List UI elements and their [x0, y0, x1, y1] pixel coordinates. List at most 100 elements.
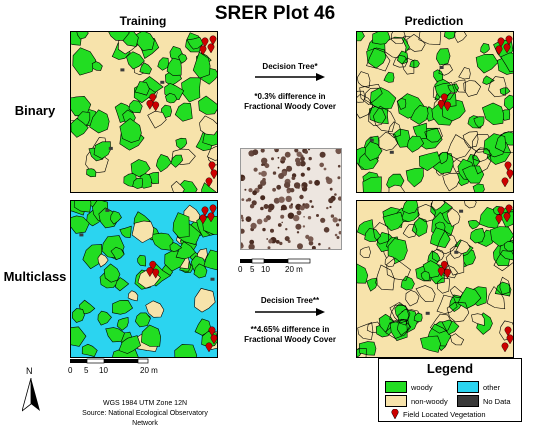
shrub-dot: [248, 188, 253, 193]
woody-patch: [442, 172, 460, 192]
woody-patch: [206, 146, 217, 161]
woody-patch: [134, 81, 150, 96]
map-title: SRER Plot 46: [214, 3, 336, 24]
patch-outline: [424, 127, 443, 143]
woody-patch: [366, 47, 387, 69]
shrub-dot: [300, 156, 305, 162]
field-vegetation-pin: [501, 342, 509, 353]
woody-patch: [480, 42, 490, 54]
shrub-dot: [303, 216, 305, 218]
field-vegetation-pin: [209, 35, 217, 46]
shrub-dot: [319, 162, 324, 168]
shrub-dot: [277, 166, 280, 169]
woody-patch: [127, 290, 139, 302]
woody-patch: [435, 48, 451, 66]
patch-outline: [417, 203, 436, 223]
shrub-dot: [256, 218, 263, 225]
patch-outline: [359, 83, 383, 105]
woody-patch: [433, 69, 444, 82]
photo-scale-tick: 5: [250, 265, 255, 274]
woody-patch: [500, 52, 513, 73]
woody-patch: [503, 241, 513, 252]
woody-patch: [86, 168, 97, 178]
shrub-dot: [270, 228, 274, 233]
shrub-dot: [286, 189, 291, 194]
woody-patch: [110, 246, 125, 261]
field-vegetation-pin: [440, 93, 448, 104]
woody-patch: [482, 75, 495, 85]
patch-outline: [375, 264, 395, 291]
field-vegetation-pin: [495, 45, 503, 56]
woody-patch: [481, 102, 505, 126]
woody-patch: [411, 217, 428, 237]
shrub-dot: [285, 228, 288, 231]
woody-patch: [174, 102, 193, 122]
woody-patch: [409, 59, 420, 69]
patch-outline: [359, 246, 371, 258]
woody-patch: [97, 253, 109, 268]
woody-patch: [71, 215, 90, 234]
shrub-dot: [267, 246, 271, 249]
map-scale-tick: 10: [99, 366, 108, 375]
shrub-dot: [307, 216, 312, 220]
patch-outline: [464, 201, 477, 209]
shrub-dot: [325, 176, 330, 181]
shrub-dot: [337, 196, 341, 201]
shrub-dot: [308, 180, 313, 185]
shrub-dot: [263, 217, 268, 223]
shrub-dot: [293, 182, 301, 189]
woody-patch: [128, 100, 143, 114]
woody-patch: [463, 80, 482, 97]
patch-outline: [392, 54, 408, 68]
field-vegetation-pin: [146, 267, 154, 278]
shrub-dot: [328, 247, 331, 249]
shrub-dot: [305, 234, 310, 239]
field-vegetation-pin: [201, 37, 209, 48]
photo-scale-tick: 20 m: [285, 265, 303, 274]
photo-scale-labels: 0 5 10 20 m: [238, 265, 338, 275]
field-vegetation-pin: [495, 214, 503, 225]
legend-label: woody: [411, 382, 433, 392]
shrub-dot: [296, 210, 302, 216]
woody-patch: [383, 71, 395, 83]
shrub-dot: [284, 182, 291, 189]
woody-patch: [76, 32, 89, 40]
legend-item-non-woody: non-woody: [385, 395, 448, 407]
shrub-dot: [241, 216, 244, 220]
patch-outline: [373, 222, 389, 245]
woody-patch: [458, 67, 471, 80]
patch-outline: [493, 250, 513, 272]
patch-outline: [366, 47, 391, 72]
shrub-dot: [311, 205, 314, 208]
shrub-dot: [264, 163, 270, 169]
woody-patch: [157, 57, 169, 71]
patch-outline: [462, 131, 479, 149]
woody-patch: [149, 232, 174, 251]
field-vegetation-pin: [503, 43, 511, 54]
shrub-dot: [262, 227, 266, 232]
shrub-dot: [272, 171, 277, 175]
shrub-dot: [275, 240, 280, 244]
legend-label: Field Located Vegetation: [403, 409, 486, 419]
binary-difference-note: *0.3% difference in Fractional Woody Cov…: [244, 92, 336, 111]
woody-patch: [119, 118, 142, 143]
field-vegetation-pin: [210, 334, 217, 345]
shrub-dot: [241, 228, 245, 234]
field-vegetation-pin: [207, 43, 215, 54]
woody-patch: [137, 254, 147, 267]
legend-label: No Data: [483, 396, 511, 406]
shrub-dot: [337, 176, 341, 180]
legend-item-other: other: [457, 381, 500, 393]
patch-outline: [454, 32, 467, 43]
shrub-dot: [253, 167, 258, 172]
woody-patch: [401, 201, 419, 214]
woody-patch: [178, 53, 188, 64]
patch-outline: [446, 301, 470, 323]
woody-patch: [170, 154, 184, 168]
woody-patch: [471, 313, 485, 327]
binary-method-label: Decision Tree*: [262, 62, 318, 71]
no-data-cell: [389, 150, 394, 154]
shrub-dot: [323, 227, 330, 233]
shrub-dot: [284, 151, 291, 158]
shrub-dot: [280, 158, 283, 161]
